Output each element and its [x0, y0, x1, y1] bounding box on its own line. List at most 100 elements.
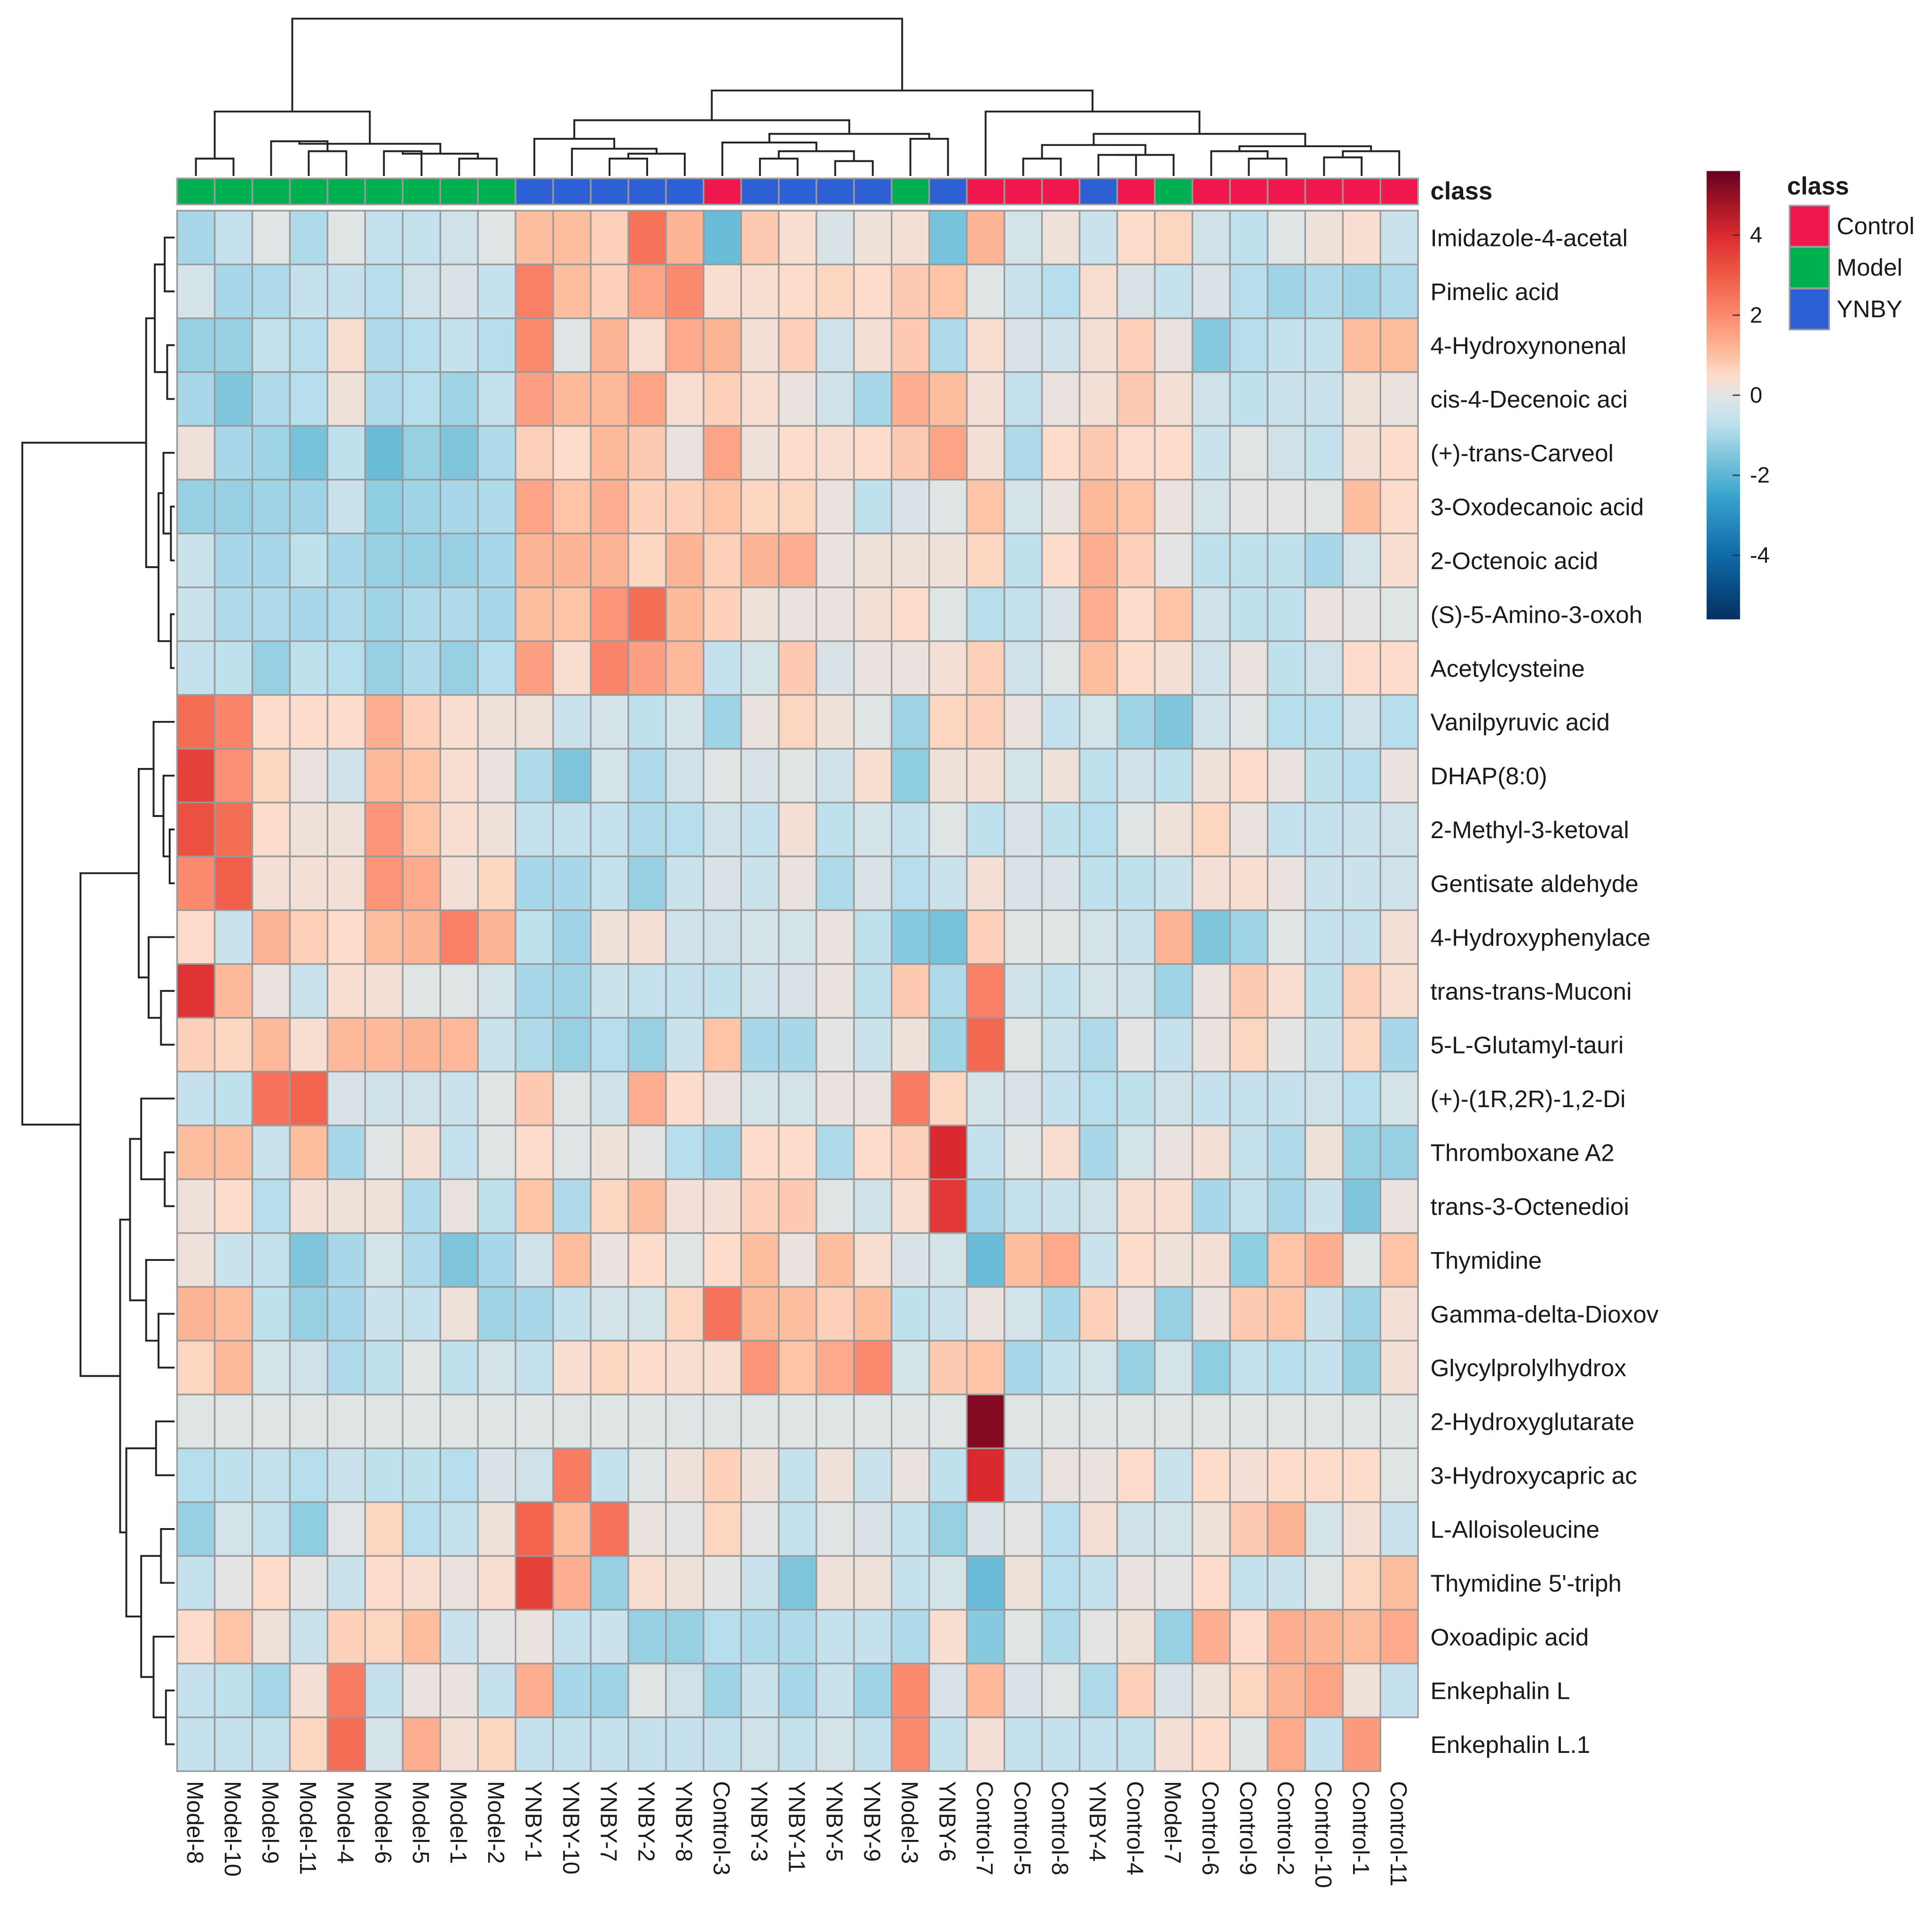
heatmap-cell: [853, 801, 893, 857]
heatmap-cell: [1267, 640, 1306, 696]
heatmap-cell: [552, 801, 592, 857]
column-label: YNBY-8: [671, 1781, 697, 1862]
heatmap-cell: [627, 748, 667, 804]
heatmap-cell: [176, 1017, 216, 1073]
heatmap-cell: [289, 909, 329, 965]
heatmap-cell: [928, 1125, 968, 1181]
heatmap-cell: [1154, 532, 1194, 588]
heatmap-cell: [402, 317, 441, 373]
heatmap-cell: [928, 694, 968, 750]
heatmap-cell: [439, 1178, 479, 1234]
heatmap-cell: [1342, 1663, 1381, 1719]
heatmap-cell: [627, 1555, 667, 1611]
heatmap-cell: [1041, 210, 1081, 265]
heatmap-cell: [740, 1394, 780, 1450]
row-label: 2-Hydroxyglutarate: [1431, 1409, 1635, 1435]
heatmap-cell: [552, 425, 592, 481]
heatmap-cell: [1379, 1286, 1419, 1342]
heatmap-cell: [1379, 909, 1419, 965]
heatmap-cell: [703, 1501, 742, 1557]
heatmap-cell: [515, 263, 554, 319]
heatmap-cell: [364, 748, 404, 804]
heatmap-cell: [966, 640, 1006, 696]
heatmap-cell: [853, 1178, 893, 1234]
heatmap-cell: [552, 1017, 592, 1073]
heatmap-cell: [1154, 1663, 1194, 1719]
heatmap-cell: [966, 586, 1006, 642]
heatmap-cell: [515, 1232, 554, 1288]
heatmap-cell: [326, 1663, 366, 1719]
dendrogram-branch: [768, 133, 930, 143]
heatmap-cell: [665, 1716, 705, 1772]
heatmap-cell: [1191, 963, 1231, 1019]
heatmap-cell: [816, 640, 855, 696]
heatmap-cell: [740, 1232, 780, 1288]
heatmap-cell: [515, 1609, 554, 1664]
row-label: trans-3-Octenedioi: [1431, 1193, 1629, 1220]
heatmap-cell: [966, 694, 1006, 750]
heatmap-cell: [515, 694, 554, 750]
heatmap-cell: [515, 1178, 554, 1234]
heatmap-cell: [364, 1555, 404, 1611]
heatmap-cell: [1191, 694, 1231, 750]
heatmap-cell: [665, 909, 705, 965]
heatmap-cell: [477, 1555, 516, 1611]
heatmap-cell: [1078, 1609, 1118, 1664]
legend-swatch-model: [1789, 246, 1830, 289]
heatmap-cell: [703, 1286, 742, 1342]
heatmap-cell: [1229, 317, 1269, 373]
heatmap-cell: [1003, 1017, 1043, 1073]
heatmap-cell: [552, 1125, 592, 1181]
column-label: Model-11: [295, 1781, 320, 1875]
heatmap-cell: [891, 1447, 930, 1503]
class-bar-cell: [289, 177, 329, 206]
heatmap-cell: [928, 1501, 968, 1557]
heatmap-cell: [1229, 1339, 1269, 1395]
heatmap-cell: [740, 1286, 780, 1342]
class-bar-cell: [251, 177, 291, 206]
heatmap-cell: [402, 801, 441, 857]
heatmap-cell: [590, 1286, 629, 1342]
heatmap-cell: [1191, 748, 1231, 804]
heatmap-cell: [665, 210, 705, 265]
heatmap-cell: [740, 1070, 780, 1126]
heatmap-cell: [214, 1447, 253, 1503]
heatmap-cell: [891, 694, 930, 750]
column-label: YNBY-9: [859, 1781, 884, 1862]
heatmap-cell: [402, 479, 441, 535]
heatmap-cell: [1003, 1609, 1043, 1664]
heatmap-cell: [1191, 1447, 1231, 1503]
heatmap-cell: [1379, 1447, 1419, 1503]
heatmap-cell: [477, 371, 516, 427]
legend-label-ynby: YNBY: [1837, 295, 1902, 322]
heatmap-cell: [289, 1178, 329, 1234]
heatmap-cell: [740, 1555, 780, 1611]
heatmap-cell: [1003, 748, 1043, 804]
dendrogram-branch: [145, 317, 159, 568]
heatmap-cell: [364, 425, 404, 481]
heatmap-cell: [703, 1017, 742, 1073]
heatmap-cell: [1304, 1125, 1344, 1181]
heatmap-cell: [402, 909, 441, 965]
class-bar-cell: [1041, 177, 1081, 206]
heatmap-cell: [1003, 1070, 1043, 1126]
dendrogram-branch: [1323, 156, 1363, 176]
heatmap-cell: [1116, 640, 1156, 696]
heatmap-cell: [552, 748, 592, 804]
heatmap-cell: [1116, 963, 1156, 1019]
heatmap-cell: [251, 1447, 291, 1503]
heatmap-cell: [251, 1017, 291, 1073]
heatmap-cell: [289, 856, 329, 911]
heatmap-cell: [326, 1609, 366, 1664]
heatmap-cell: [402, 856, 441, 911]
row-label: Enkephalin L.1: [1431, 1731, 1591, 1758]
heatmap-cell: [515, 210, 554, 265]
heatmap-cell: [364, 1394, 404, 1450]
dendrogram-branch: [158, 492, 171, 642]
heatmap-cell: [891, 479, 930, 535]
heatmap-cell: [740, 1125, 780, 1181]
heatmap-cell: [326, 1555, 366, 1611]
heatmap-cell: [364, 532, 404, 588]
heatmap-cell: [740, 963, 780, 1019]
heatmap-cell: [853, 1017, 893, 1073]
